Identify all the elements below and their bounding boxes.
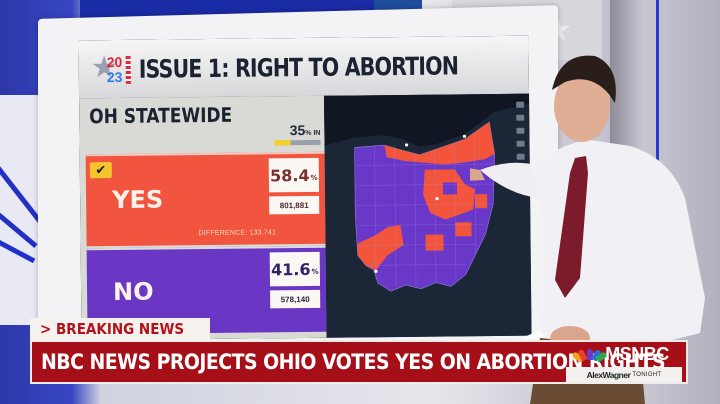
yes-county — [425, 234, 444, 251]
presenter-hair — [552, 55, 616, 103]
presenter-tie — [555, 156, 588, 298]
city-marker[interactable] — [404, 143, 409, 147]
breaking-news-label: > BREAKING NEWS — [40, 320, 185, 338]
percent-no: 41.6 — [271, 259, 311, 279]
no-county — [442, 182, 458, 195]
title-bar: ★ 20 23 ISSUE 1: RIGHT TO ABORTION — [78, 35, 530, 99]
winner-check-icon: ✔ — [89, 162, 112, 179]
presenter-head — [554, 70, 610, 142]
logo-year-bottom: 23 — [106, 68, 123, 86]
ohio-county-map[interactable] — [324, 93, 532, 338]
show-suffix: TONIGHT — [632, 371, 662, 378]
show-name-tag: AlexWagner TONIGHT — [566, 367, 682, 382]
vote-difference: DIFFERENCE: 133,741 — [198, 229, 277, 238]
county-borders — [354, 132, 494, 288]
breaking-news-kicker: > BREAKING NEWS — [30, 318, 211, 340]
county-map[interactable] — [324, 93, 532, 338]
presenter-hand — [470, 168, 485, 181]
result-row-yes[interactable]: ✔ YES DIFFERENCE: 133,741 58.4% 801,881 — [85, 151, 326, 247]
show-name: AlexWagner — [586, 369, 631, 380]
city-marker[interactable] — [435, 197, 439, 201]
reporting-progress-bar — [274, 139, 321, 146]
yes-county — [455, 222, 472, 237]
election-results-screen: ★ 20 23 ISSUE 1: RIGHT TO ABORTION OH ST… — [78, 35, 532, 341]
reporting-status: 35% IN — [290, 122, 321, 138]
yes-region-southwest — [357, 225, 404, 271]
flag-stripes-icon — [125, 55, 131, 84]
network-logo: MSNBC — [564, 343, 684, 365]
choice-label-no: NO — [112, 277, 154, 307]
election-2023-logo: ★ 20 23 — [91, 51, 133, 87]
reporting-value: 35 — [289, 121, 306, 139]
results-panel: OH STATEWIDE 35% IN ✔ YES DIFFERENCE: 13… — [79, 95, 327, 341]
headline-text: NBC NEWS PROJECTS OHIO VOTES YES ON ABOR… — [41, 350, 666, 374]
votes-yes: 801,881 — [269, 195, 320, 215]
percent-box-no: 41.6% — [269, 251, 321, 287]
reporting-unit: % IN — [305, 129, 321, 137]
percent-unit: % — [310, 173, 318, 182]
yes-county — [475, 194, 488, 209]
race-title: ISSUE 1: RIGHT TO ABORTION — [138, 50, 459, 84]
no-county — [404, 162, 421, 177]
yes-region-north — [384, 122, 495, 165]
percent-unit: % — [311, 267, 319, 276]
network-brand: MSNBC AlexWagner TONIGHT — [564, 343, 684, 382]
reporting-progress-fill — [274, 140, 291, 146]
logo-year-top: 20 — [106, 53, 123, 71]
presenter-shirt — [530, 140, 705, 348]
lake-erie — [324, 93, 530, 147]
network-name: MSNBC — [605, 343, 669, 364]
city-marker[interactable] — [374, 269, 378, 273]
percent-box-yes: 58.4% — [268, 157, 320, 193]
percent-yes: 58.4 — [270, 165, 310, 185]
votes-no: 578,140 — [270, 289, 321, 309]
peacock-icon — [571, 348, 608, 363]
studio-blue-line — [656, 0, 659, 280]
region-label[interactable]: OH STATEWIDE — [89, 102, 233, 129]
headline-bar: NBC NEWS PROJECTS OHIO VOTES YES ON ABOR… — [30, 340, 688, 384]
city-marker[interactable] — [462, 134, 467, 138]
choice-label-yes: YES — [111, 185, 164, 215]
